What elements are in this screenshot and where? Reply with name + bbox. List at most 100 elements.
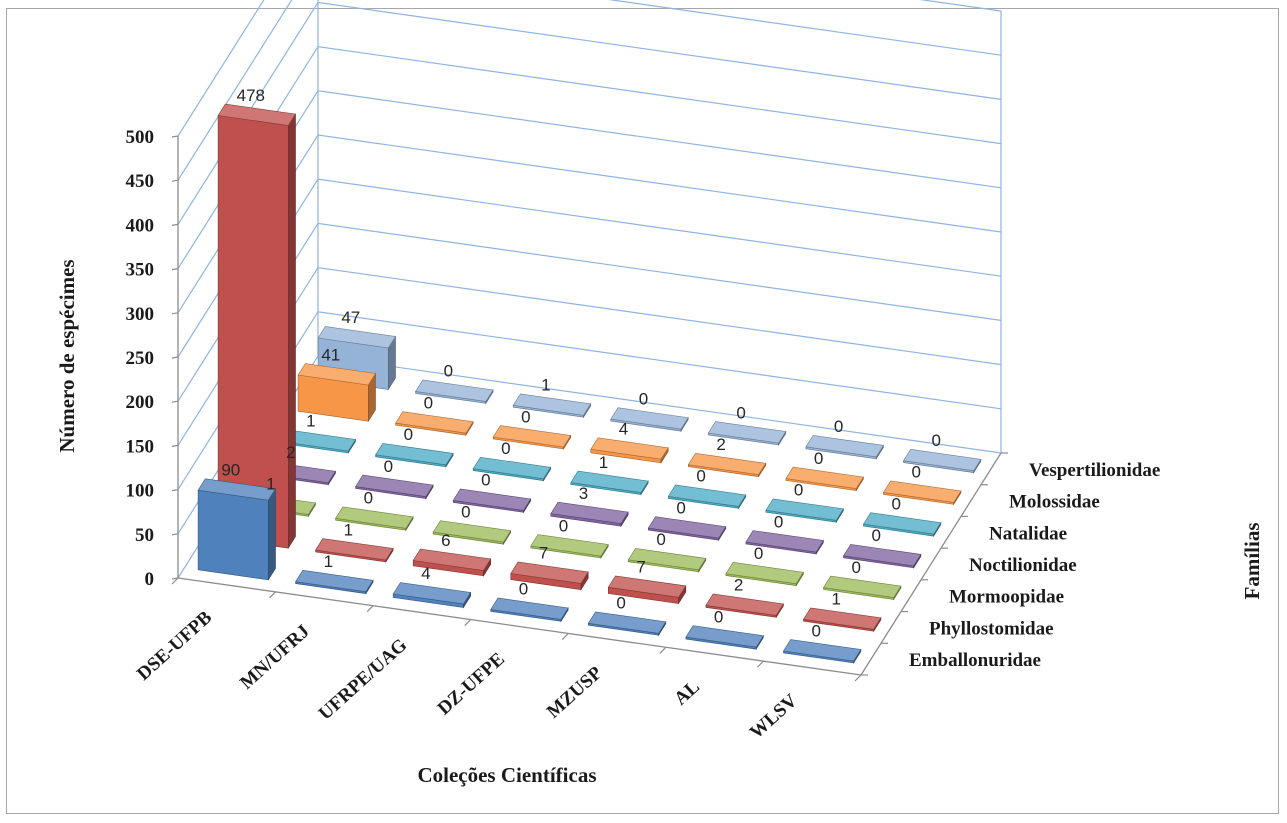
data-label: 2 (286, 443, 295, 462)
data-label: 0 (616, 594, 625, 613)
x-tick (171, 577, 179, 585)
y-tick-label: 200 (126, 392, 155, 413)
data-label: 0 (364, 489, 373, 508)
data-label: 4 (421, 564, 430, 583)
y-tick-label: 300 (126, 304, 155, 325)
x-tick-label-mn-ufrj: MN/UFRJ (236, 621, 314, 694)
data-label: 7 (636, 558, 645, 577)
bar-phyllostomidae-wlsv (802, 607, 882, 633)
bar-molossidae-al (785, 466, 864, 492)
z-tick-label-noctilionidae: Noctilionidae (969, 555, 1077, 576)
bar-emballonuridae-mzusp (587, 611, 667, 637)
gridline (177, 222, 1002, 446)
bar-mormoopidae-ufrpe-uag (432, 520, 512, 546)
bar-vespertilionidae-wlsv (902, 448, 982, 474)
bar-molossidae-ufrpe-uag (492, 425, 572, 450)
bar-noctilionidae-mn-ufrj (355, 474, 434, 500)
data-label: 1 (599, 453, 608, 472)
data-label: 1 (324, 552, 333, 571)
bar-noctilionidae-ufrpe-uag (452, 488, 532, 514)
z-tick-label-mormoopidae: Mormoopidae (949, 587, 1064, 608)
data-label: 0 (676, 498, 685, 517)
x-tick-label-ufrpe-uag: UFRPE/UAG (315, 635, 412, 725)
bar-mormoopidae-dz-ufpe (530, 534, 609, 559)
data-label: 3 (579, 484, 588, 503)
bar-natalidae-mzusp (667, 484, 747, 510)
y-tick (171, 179, 179, 182)
x-tick (464, 619, 472, 626)
bar-vespertilionidae-mzusp (707, 421, 787, 446)
z-tick-label-phyllostomidae: Phyllostomidae (929, 618, 1054, 639)
bar-molossidae-mn-ufrj (395, 411, 474, 437)
data-label: 1 (831, 590, 840, 609)
x-tick (854, 674, 862, 682)
data-label: 0 (559, 516, 568, 535)
data-label: 0 (384, 457, 393, 476)
data-label: 0 (481, 471, 490, 490)
gridline (177, 90, 1002, 314)
data-label: 1 (344, 520, 353, 539)
y-tick (171, 268, 179, 271)
bar-emballonuridae-dz-ufpe (490, 597, 569, 623)
data-label: 90 (221, 461, 240, 480)
x-axis-line (177, 577, 862, 676)
x-tick (561, 633, 569, 640)
bar-natalidae-mn-ufrj (375, 443, 454, 468)
bar-vespertilionidae-mn-ufrj (415, 379, 494, 405)
bar-vespertilionidae-al (805, 435, 884, 460)
x-tick-label-al: AL (670, 676, 704, 709)
data-label: 0 (811, 621, 820, 640)
y-tick-label: 50 (135, 525, 154, 546)
data-label: 0 (461, 502, 470, 521)
bar-emballonuridae-mn-ufrj (295, 569, 374, 595)
y-tick (171, 577, 179, 580)
y-tick-label: 400 (126, 215, 155, 236)
bar-phyllostomidae-mzusp (607, 575, 687, 605)
bar-phyllostomidae-ufrpe-uag (412, 548, 492, 577)
gridline (177, 1, 1002, 225)
data-label: 0 (639, 389, 648, 408)
data-label: 0 (814, 449, 823, 468)
y-tick (171, 444, 179, 447)
data-label: 0 (444, 362, 453, 381)
x-tick (659, 646, 667, 654)
gridline (177, 0, 1002, 181)
gridline (177, 311, 1002, 535)
x-axis-title: Coleções Científicas (417, 763, 596, 787)
bar-molossidae-dz-ufpe (590, 437, 669, 464)
data-label: 0 (521, 407, 530, 426)
data-label: 0 (736, 403, 745, 422)
y-tick (171, 135, 179, 138)
data-label: 478 (237, 86, 265, 105)
data-label: 47 (341, 308, 360, 327)
z-tick-label-emballonuridae: Emballonuridae (909, 650, 1041, 671)
data-label: 0 (714, 607, 723, 626)
bar-mormoopidae-al (725, 561, 804, 587)
y-axis-title: Número de espécimes (55, 259, 79, 452)
y-tick (171, 400, 179, 403)
data-label: 1 (266, 475, 275, 494)
data-label: 0 (931, 431, 940, 450)
data-label: 0 (834, 417, 843, 436)
bar-phyllostomidae-mn-ufrj (315, 538, 394, 563)
data-label: 1 (541, 376, 550, 395)
bar-noctilionidae-dz-ufpe (550, 501, 629, 528)
data-label: 0 (774, 512, 783, 531)
bar-phyllostomidae-al (705, 593, 784, 619)
data-label: 0 (871, 526, 880, 545)
x-tick (366, 605, 374, 613)
gridline (177, 45, 1002, 269)
bar-noctilionidae-mzusp (647, 516, 727, 542)
bar-emballonuridae-al (685, 625, 764, 651)
bar-emballonuridae-dse-ufpb (197, 478, 277, 581)
bar-natalidae-al (765, 498, 844, 524)
bar-vespertilionidae-ufrpe-uag (512, 393, 592, 419)
y-tick (171, 489, 179, 492)
gridline (177, 134, 1002, 358)
x-tick-label-dz-ufpe: DZ-UFPE (434, 649, 509, 720)
bar-phyllostomidae-dse-ufpb (217, 103, 297, 550)
y-tick-label: 150 (126, 436, 155, 457)
y-tick (171, 312, 179, 315)
x-tick-label-wlsv: WLSV (746, 690, 802, 743)
